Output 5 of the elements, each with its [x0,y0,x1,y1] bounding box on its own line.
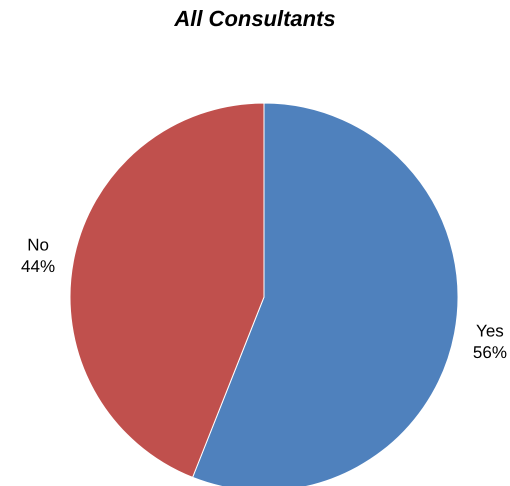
data-label: 44% [21,256,56,276]
slice-label: No [27,236,49,254]
slice-label: Yes [476,322,504,341]
data-label: 56% [472,342,507,362]
chart-title: All Consultants [173,6,337,32]
